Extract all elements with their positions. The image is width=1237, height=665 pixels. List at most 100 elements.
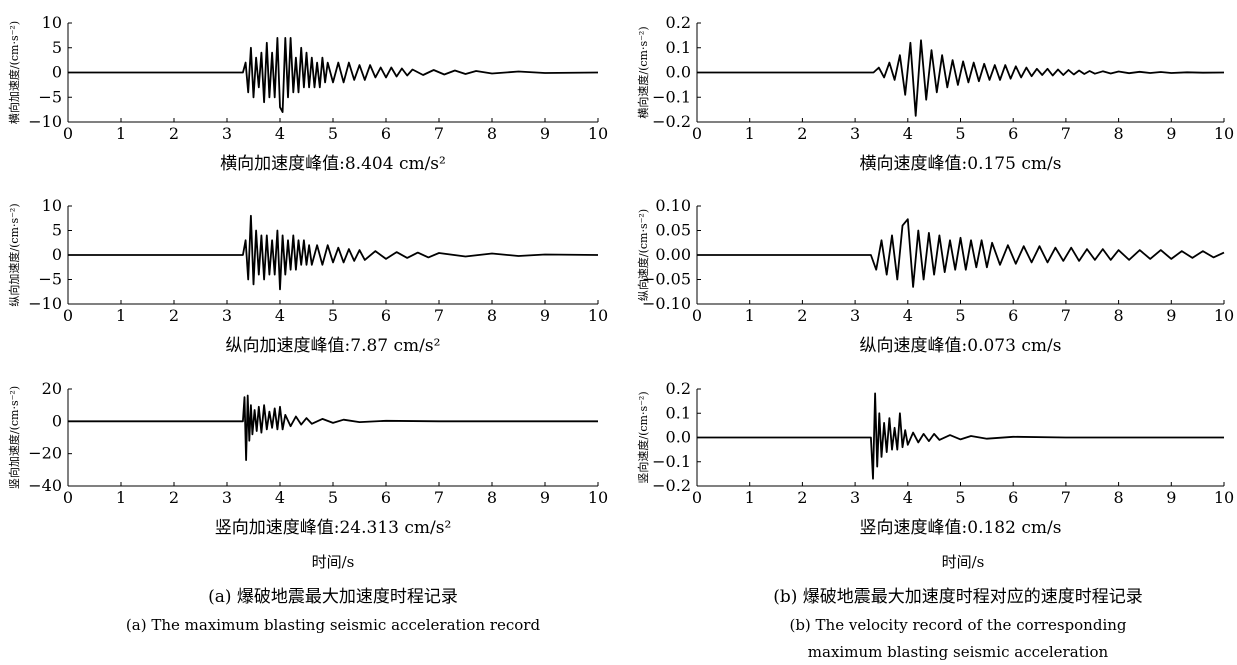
x-tick-label: 7 <box>434 488 444 507</box>
panel-caption: 横向速度峰值:0.175 cm/s <box>860 154 1062 174</box>
x-tick-label: 8 <box>1114 488 1124 507</box>
x-tick-label: 9 <box>540 306 550 325</box>
panel-b2: 0 1 2 3 4 5 6 7 8 9 10 −0.10 −0.05 0.00 0.05 0.10 纵向速度/(… <box>636 196 1234 356</box>
y-axis-label: 纵向加速度/(cm·s⁻²) <box>7 203 21 306</box>
y-tick-label: 5 <box>52 38 62 57</box>
x-axis-label-b: 时间/s <box>942 553 985 571</box>
x-tick-label: 4 <box>903 124 913 143</box>
x-tick-label: 5 <box>328 306 338 325</box>
x-tick-label: 6 <box>1008 124 1018 143</box>
x-tick-label: 1 <box>745 124 755 143</box>
x-tick-label: 3 <box>222 124 232 143</box>
x-tick-label: 1 <box>116 306 126 325</box>
panel-caption: 纵向加速度峰值:7.87 cm/s² <box>226 336 441 356</box>
x-tick-label: 0 <box>692 306 702 325</box>
x-tick-label: 7 <box>1061 306 1071 325</box>
x-tick-label: 5 <box>955 306 965 325</box>
x-tick-label: 3 <box>850 306 860 325</box>
x-tick-label: 2 <box>797 306 807 325</box>
y-tick-label: −0.10 <box>642 294 691 313</box>
x-tick-label: 0 <box>63 124 73 143</box>
x-tick-label: 5 <box>328 488 338 507</box>
x-tick-label: 8 <box>487 124 497 143</box>
x-tick-label: 8 <box>1114 306 1124 325</box>
y-tick-label: −0.2 <box>652 112 691 131</box>
x-tick-label: 3 <box>222 488 232 507</box>
x-tick-label: 7 <box>434 124 444 143</box>
x-tick-label: 1 <box>116 488 126 507</box>
y-tick-label: −10 <box>28 294 62 313</box>
x-tick-label: 8 <box>487 306 497 325</box>
series-line <box>697 392 1224 480</box>
y-tick-label: −20 <box>28 444 62 463</box>
y-tick-label: 10 <box>42 196 62 215</box>
y-tick-label: −0.1 <box>652 87 691 106</box>
x-tick-label: 4 <box>275 488 285 507</box>
y-axis-label: 竖向速度/(cm·s⁻²) <box>636 391 650 483</box>
panel-a2: 0 1 2 3 4 5 6 7 8 9 10−10−50510纵向加速度/(cm·s⁻²)纵向加速度… <box>7 196 608 356</box>
x-tick-label: 5 <box>328 124 338 143</box>
x-tick-label: 9 <box>1166 488 1176 507</box>
caption-b-chinese: (b) 爆破地震最大加速度时程对应的速度时程记录 <box>773 587 1143 607</box>
y-tick-label: −40 <box>28 476 62 495</box>
x-tick-label: 3 <box>850 124 860 143</box>
caption-a-chinese: (a) 爆破地震最大加速度时程记录 <box>208 587 458 607</box>
y-tick-label: 5 <box>52 221 62 240</box>
series-line <box>697 39 1225 117</box>
y-axis-label: 横向速度/(cm·s⁻²) <box>636 26 650 118</box>
chart-panels: 0 1 2 3 4 5 6 7 8 9 10−10−50510横向加速度/(cm·s⁻²)横向加速度… <box>7 13 1234 538</box>
y-tick-label: −0.2 <box>652 476 691 495</box>
y-tick-label: 0.2 <box>666 13 691 32</box>
x-tick-label: 2 <box>169 488 179 507</box>
x-tick-label: 1 <box>745 488 755 507</box>
x-tick-label: 6 <box>381 488 391 507</box>
x-tick-label: 9 <box>1166 124 1176 143</box>
x-tick-label: 10 <box>1214 124 1234 143</box>
x-tick-label: 6 <box>1008 306 1018 325</box>
x-tick-label: 7 <box>1061 124 1071 143</box>
x-tick-label: 2 <box>169 124 179 143</box>
x-tick-label: 7 <box>1061 488 1071 507</box>
panel-caption: 竖向速度峰值:0.182 cm/s <box>860 518 1062 538</box>
x-tick-label: 4 <box>903 488 913 507</box>
x-tick-label: 2 <box>797 124 807 143</box>
x-tick-label: 0 <box>63 306 73 325</box>
x-tick-label: 8 <box>1114 124 1124 143</box>
x-tick-label: 5 <box>955 124 965 143</box>
x-tick-label: 10 <box>588 306 608 325</box>
x-tick-label: 9 <box>540 488 550 507</box>
y-tick-label: 10 <box>42 13 62 32</box>
y-tick-label: −5 <box>38 270 62 289</box>
y-axis-label: 纵向速度/(cm·s⁻²) <box>636 209 650 301</box>
x-tick-label: 1 <box>745 306 755 325</box>
y-tick-label: −5 <box>38 87 62 106</box>
x-tick-label: 2 <box>797 488 807 507</box>
x-tick-label: 0 <box>63 488 73 507</box>
caption-a-english: (a) The maximum blasting seismic acceler… <box>126 616 541 634</box>
y-tick-label: 0 <box>52 63 62 82</box>
panel-caption: 横向加速度峰值:8.404 cm/s² <box>220 154 446 174</box>
y-tick-label: 0 <box>52 245 62 264</box>
y-tick-label: −10 <box>28 112 62 131</box>
x-tick-label: 7 <box>434 306 444 325</box>
x-tick-label: 5 <box>955 488 965 507</box>
panel-a3: 0 1 2 3 4 5 6 7 8 9 10 −40 −20 0 20 竖向加速度/(cm·s⁻²) 竖向加速度… <box>7 379 608 538</box>
x-tick-label: 1 <box>116 124 126 143</box>
series-line <box>68 394 598 462</box>
y-tick-label: 0.1 <box>666 38 691 57</box>
x-tick-label: 9 <box>1166 306 1176 325</box>
x-tick-label: 4 <box>275 124 285 143</box>
y-tick-label: 0.2 <box>666 379 691 398</box>
series-line <box>697 218 1225 288</box>
x-tick-label: 2 <box>169 306 179 325</box>
x-tick-label: 0 <box>692 488 702 507</box>
x-tick-label: 8 <box>487 488 497 507</box>
panel-caption: 纵向速度峰值:0.073 cm/s <box>860 336 1062 356</box>
panel-a1: 0 1 2 3 4 5 6 7 8 9 10−10−50510横向加速度/(cm·s⁻²)横向加速度… <box>7 13 608 174</box>
caption-b-english-line2: maximum blasting seismic acceleration <box>808 643 1109 661</box>
caption-b-english-line1: (b) The velocity record of the correspon… <box>789 616 1126 634</box>
x-tick-label: 3 <box>222 306 232 325</box>
series-line <box>68 214 599 291</box>
x-tick-label: 4 <box>903 306 913 325</box>
